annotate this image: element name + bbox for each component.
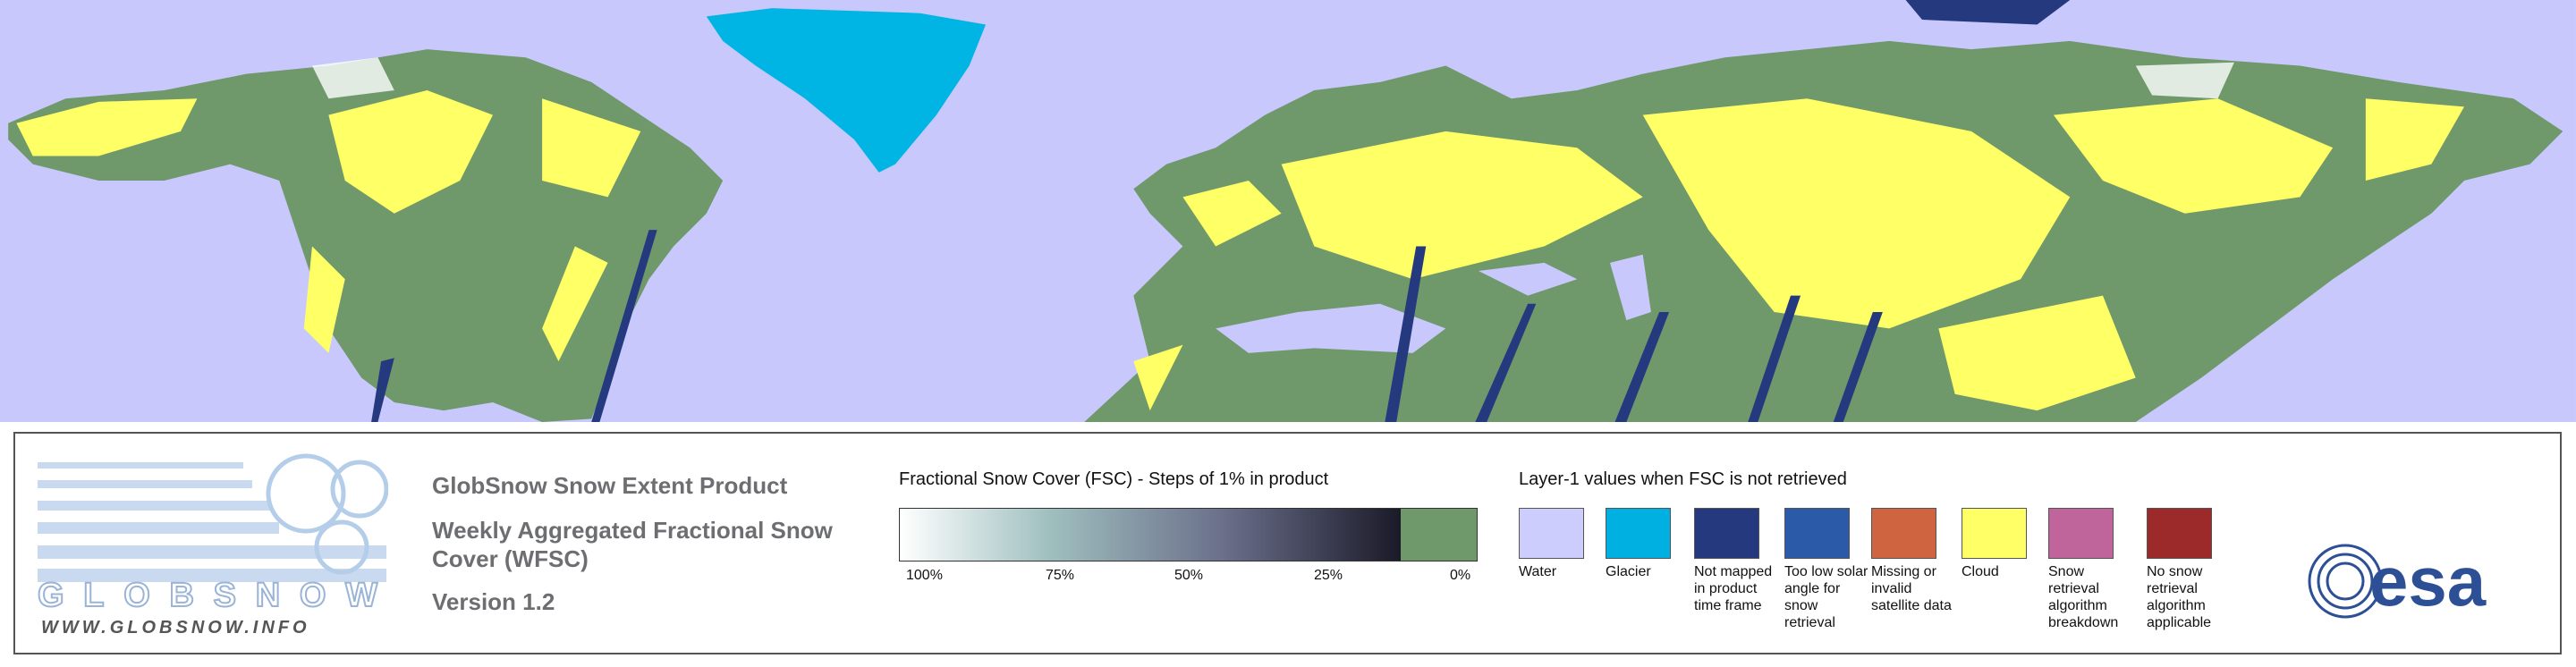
globsnow-logo: GLOBSNOW WWW.GLOBSNOW.INFO <box>38 453 388 637</box>
fsc-legend-title: Fractional Snow Cover (FSC) - Steps of 1… <box>899 469 1329 489</box>
logo-url: WWW.GLOBSNOW.INFO <box>41 618 310 637</box>
product-title: GlobSnow Snow Extent Product <box>432 472 788 499</box>
legend-swatch <box>1871 508 1936 559</box>
fsc-zero <box>1401 509 1477 561</box>
layer1-legend-title: Layer-1 values when FSC is not retrieved <box>1519 469 1847 489</box>
legend-swatch <box>2048 508 2114 559</box>
legend-swatch <box>1694 508 1759 559</box>
legend-label: Water <box>1519 564 1557 579</box>
legend-label: Glacier <box>1606 564 1651 579</box>
fsc-tick-label: 100% <box>906 568 943 583</box>
logo-name: GLOBSNOW <box>38 577 386 614</box>
legend-swatch <box>1962 508 2027 559</box>
snow-map <box>0 0 2576 422</box>
fsc-tick-label: 0% <box>1450 568 1471 583</box>
fsc-tick-label: 25% <box>1314 568 1343 583</box>
fsc-tick-label: 50% <box>1174 568 1204 583</box>
legend-swatch <box>1519 508 1584 559</box>
fsc-tick-label: 75% <box>1046 568 1075 583</box>
legend-label: Too low solar angle for snow retrieval <box>1784 564 1868 630</box>
legend-swatch <box>2147 508 2212 559</box>
legend-label: Not mapped in product time frame <box>1694 564 1773 613</box>
fsc-gradient <box>900 509 1401 561</box>
esa-logo: esa <box>2308 542 2487 621</box>
product-subtitle: Weekly Aggregated Fractional Snow Cover … <box>432 517 833 572</box>
legend-label: Missing or invalid satellite data <box>1871 564 1952 613</box>
esa-text: esa <box>2369 542 2487 621</box>
fsc-colorbar <box>899 508 1478 561</box>
legend-label: Cloud <box>1962 564 1999 579</box>
legend-panel: GLOBSNOW WWW.GLOBSNOW.INFO GlobSnow Snow… <box>13 432 2562 654</box>
product-version: Version 1.2 <box>432 588 555 615</box>
legend-swatch <box>1606 508 1671 559</box>
legend-swatch <box>1784 508 1850 559</box>
legend-label: No snow retrieval algorithm applicable <box>2147 564 2212 630</box>
legend-label: Snow retrieval algorithm breakdown <box>2048 564 2119 630</box>
